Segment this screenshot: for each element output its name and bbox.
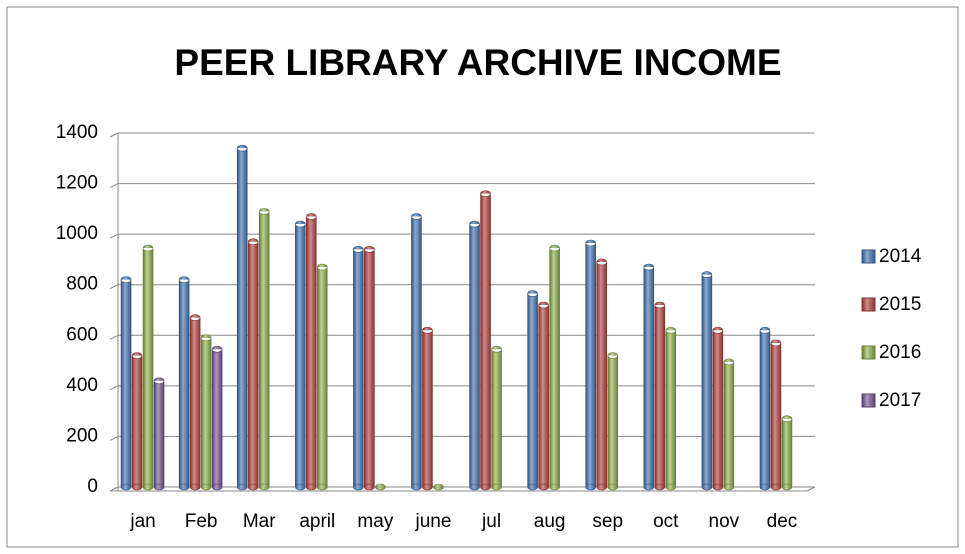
grid-line bbox=[109, 233, 119, 239]
legend-label: 2014 bbox=[879, 246, 922, 267]
bar bbox=[364, 246, 375, 491]
grid-line bbox=[109, 486, 119, 492]
bar bbox=[596, 258, 608, 491]
bar bbox=[236, 144, 248, 491]
y-tick-label: 0 bbox=[87, 476, 98, 497]
x-tick-label: dec bbox=[767, 511, 798, 532]
bar bbox=[189, 314, 201, 491]
legend-label: 2016 bbox=[879, 342, 921, 363]
x-tick-label: sep bbox=[592, 511, 623, 532]
y-tick-label: 800 bbox=[66, 274, 98, 295]
bar bbox=[701, 271, 713, 491]
bar bbox=[538, 301, 549, 491]
x-tick-label: june bbox=[414, 511, 451, 532]
bar bbox=[375, 483, 386, 491]
legend-label: 2015 bbox=[879, 294, 921, 315]
x-tick-label: aug bbox=[534, 511, 566, 532]
floor-edge bbox=[806, 486, 816, 492]
legend-swatch bbox=[861, 297, 876, 312]
bar bbox=[781, 415, 793, 491]
x-tick-label: Mar bbox=[243, 511, 276, 532]
bar bbox=[211, 345, 223, 491]
legend-swatch bbox=[861, 345, 876, 360]
bar bbox=[142, 244, 154, 491]
bar bbox=[353, 246, 364, 491]
bar bbox=[770, 339, 782, 491]
bar bbox=[469, 220, 480, 491]
bar bbox=[294, 220, 306, 491]
x-tick-label: april bbox=[299, 511, 335, 532]
x-tick-label: Feb bbox=[185, 511, 218, 532]
bar bbox=[643, 263, 655, 491]
legend-label: 2017 bbox=[879, 390, 921, 411]
y-tick-label: 1400 bbox=[56, 122, 98, 143]
y-tick-label: 200 bbox=[66, 425, 98, 446]
bar bbox=[665, 326, 677, 491]
grid-line bbox=[109, 435, 119, 441]
bar bbox=[153, 377, 165, 491]
bar bbox=[480, 190, 491, 491]
y-tick-label: 400 bbox=[66, 375, 98, 396]
bar bbox=[527, 290, 538, 491]
bar bbox=[491, 345, 502, 491]
bar bbox=[759, 326, 771, 491]
bar bbox=[120, 276, 132, 491]
bar bbox=[723, 358, 735, 491]
bar bbox=[433, 483, 444, 491]
bar bbox=[200, 334, 212, 491]
y-tick-label: 1000 bbox=[56, 223, 98, 244]
grid-line bbox=[109, 385, 119, 391]
x-tick-label: oct bbox=[653, 511, 679, 532]
grid-line bbox=[109, 334, 119, 340]
grid-line bbox=[109, 284, 119, 290]
x-tick-label: jul bbox=[481, 511, 501, 532]
bar bbox=[654, 301, 666, 491]
bar bbox=[422, 326, 433, 491]
bar bbox=[549, 244, 560, 491]
x-tick-label: jan bbox=[129, 511, 155, 532]
bar bbox=[607, 352, 619, 491]
x-tick-label: nov bbox=[709, 511, 740, 532]
bar bbox=[178, 276, 190, 491]
bar bbox=[247, 238, 259, 491]
bar bbox=[585, 239, 597, 491]
grid-line bbox=[109, 132, 119, 138]
bar bbox=[316, 263, 328, 491]
legend-swatch bbox=[861, 393, 876, 408]
chart-title: PEER LIBRARY ARCHIVE INCOME bbox=[174, 42, 781, 83]
x-tick-label: may bbox=[357, 511, 393, 532]
grid-line bbox=[109, 183, 119, 189]
legend-swatch bbox=[861, 249, 876, 264]
bar bbox=[131, 352, 143, 491]
bar bbox=[305, 213, 317, 491]
y-tick-label: 600 bbox=[66, 324, 98, 345]
bar bbox=[258, 208, 270, 491]
bar bbox=[411, 213, 422, 491]
y-tick-label: 1200 bbox=[56, 173, 98, 194]
bar bbox=[712, 326, 724, 491]
